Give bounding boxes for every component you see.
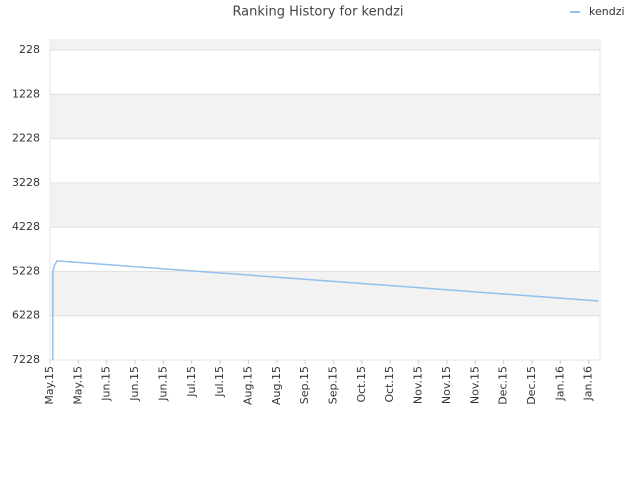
x-tick-label: Dec.15 xyxy=(497,366,510,405)
y-tick-label: 5228 xyxy=(12,264,40,277)
x-tick-label: Jun.15 xyxy=(100,366,113,402)
x-tick-label: May.15 xyxy=(71,366,84,405)
x-tick-label: Sep.15 xyxy=(327,366,340,404)
top-band xyxy=(50,40,600,50)
y-tick-label: 7228 xyxy=(12,353,40,366)
x-tick-label: Oct.15 xyxy=(383,366,396,403)
chart-title: Ranking History for kendzi xyxy=(232,5,403,20)
x-tick-label: Aug.15 xyxy=(241,366,254,405)
x-tick-label: Jun.15 xyxy=(128,366,141,402)
x-tick-label: Nov.15 xyxy=(468,366,481,404)
y-tick-label: 228 xyxy=(19,43,40,56)
x-tick-label: Jan.16 xyxy=(553,366,566,401)
x-tick-label: Jul.15 xyxy=(185,366,198,398)
x-tick-label: May.15 xyxy=(43,366,56,405)
series-line xyxy=(52,260,599,360)
grid-band xyxy=(50,271,600,316)
grid-band xyxy=(50,94,600,139)
x-tick-label: Jan.16 xyxy=(582,366,595,401)
y-tick-label: 6228 xyxy=(12,309,40,322)
y-tick-label: 1228 xyxy=(12,87,40,100)
x-tick-label: Jun.15 xyxy=(156,366,169,402)
x-tick-label: Dec.15 xyxy=(525,366,538,405)
y-tick-label: 2228 xyxy=(12,132,40,145)
x-tick-label: Nov.15 xyxy=(440,366,453,404)
y-tick-label: 3228 xyxy=(12,176,40,189)
x-tick-label: Nov.15 xyxy=(412,366,425,404)
grid-band xyxy=(50,182,600,228)
x-tick-label: Sep.15 xyxy=(298,366,311,404)
y-tick-label: 4228 xyxy=(12,220,40,233)
x-tick-label: Jul.15 xyxy=(213,366,226,398)
legend-label: kendzi xyxy=(589,5,625,18)
x-tick-label: Oct.15 xyxy=(355,366,368,403)
x-tick-label: Aug.15 xyxy=(270,366,283,405)
